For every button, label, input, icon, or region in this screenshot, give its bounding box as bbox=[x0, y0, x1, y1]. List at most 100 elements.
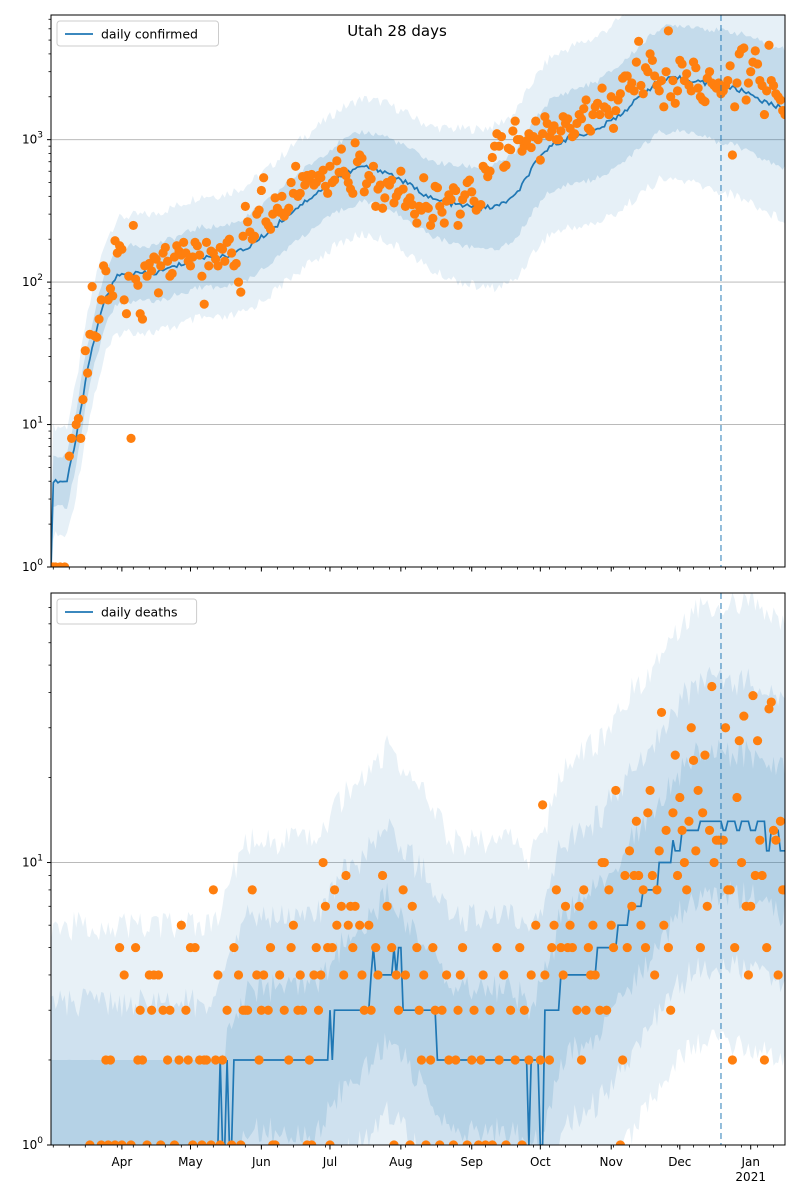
deaths-observed-point bbox=[526, 970, 536, 980]
deaths-observed-point bbox=[640, 942, 651, 953]
cases-inner-band bbox=[51, 24, 785, 567]
deaths-observed-point bbox=[700, 750, 710, 760]
cases-observed-point bbox=[595, 109, 605, 120]
cases-observed-point bbox=[398, 184, 408, 194]
cases-observed-point bbox=[236, 287, 246, 297]
deaths-observed-point bbox=[364, 920, 374, 930]
deaths-observed-point bbox=[165, 1005, 175, 1015]
cases-observed-point bbox=[615, 89, 625, 99]
deaths-observed-point bbox=[750, 870, 760, 881]
cases-observed-point bbox=[425, 220, 436, 231]
cases-observed-point bbox=[341, 170, 351, 181]
deaths-observed-point bbox=[501, 1140, 511, 1145]
cases-observed-point bbox=[501, 160, 511, 170]
deaths-observed-point bbox=[624, 846, 635, 856]
deaths-observed-point bbox=[448, 1140, 459, 1145]
deaths-observed-point bbox=[752, 736, 763, 746]
deaths-observed-point bbox=[695, 942, 705, 953]
cases-observed-point bbox=[515, 135, 525, 145]
deaths-observed-point bbox=[759, 1055, 770, 1065]
cases-observed-point bbox=[108, 291, 118, 301]
deaths-observed-point bbox=[313, 1005, 324, 1015]
deaths-observed-point bbox=[560, 901, 571, 911]
deaths-observed-point bbox=[631, 816, 641, 826]
cases-observed-point bbox=[741, 95, 751, 105]
deaths-observed-point bbox=[373, 970, 383, 980]
deaths-observed-point bbox=[558, 970, 568, 980]
deaths-observed-point bbox=[638, 885, 648, 895]
cases-observed-point bbox=[82, 368, 93, 378]
cases-observed-point bbox=[73, 414, 84, 424]
cases-observed-point bbox=[508, 126, 518, 136]
cases-observed-point bbox=[259, 173, 269, 183]
cases-observed-point bbox=[752, 59, 763, 69]
deaths-observed-point bbox=[766, 697, 776, 707]
deaths-observed-point bbox=[252, 970, 262, 980]
deaths-observed-point bbox=[768, 825, 779, 835]
deaths-observed-point bbox=[478, 970, 488, 980]
cases-observed-point bbox=[494, 141, 504, 151]
deaths-observed-point bbox=[318, 857, 328, 868]
deaths-observed-point bbox=[341, 870, 351, 881]
cases-observed-point bbox=[659, 102, 669, 112]
deaths-observed-point bbox=[382, 901, 392, 911]
cases-observed-point bbox=[576, 114, 587, 124]
deaths-observed-point bbox=[414, 1005, 424, 1015]
cases-observed-point bbox=[460, 190, 470, 200]
cases-observed-point bbox=[419, 173, 429, 183]
cases-observed-point bbox=[204, 261, 214, 271]
cases-observed-point bbox=[631, 57, 641, 67]
deaths-observed-point bbox=[679, 857, 689, 868]
cases-observed-point bbox=[762, 86, 772, 96]
deaths-observed-point bbox=[627, 901, 637, 911]
deaths-observed-point bbox=[153, 970, 164, 980]
cases-observed-point bbox=[455, 209, 465, 219]
cases-observed-point bbox=[96, 295, 106, 305]
deaths-observed-point bbox=[551, 885, 561, 895]
deaths-observed-point bbox=[702, 901, 712, 911]
deaths-observed-point bbox=[451, 1055, 461, 1065]
cases-observed-point bbox=[522, 136, 532, 146]
deaths-observed-point bbox=[684, 816, 694, 826]
deaths-observed-point bbox=[499, 970, 509, 980]
cases-observed-point bbox=[126, 433, 136, 443]
deaths-observed-point bbox=[137, 1055, 148, 1065]
cases-observed-point bbox=[668, 75, 678, 86]
cases-observed-point bbox=[307, 169, 317, 180]
deaths-observed-point bbox=[734, 736, 744, 746]
deaths-observed-point bbox=[169, 1140, 180, 1145]
deaths-observed-point bbox=[119, 970, 129, 980]
deaths-observed-point bbox=[531, 920, 541, 930]
deaths-observed-point bbox=[163, 1055, 173, 1065]
deaths-observed-point bbox=[677, 825, 687, 835]
cases-observed-point bbox=[549, 121, 559, 131]
cases-ytick-label: 102 bbox=[22, 273, 43, 289]
deaths-observed-point bbox=[672, 870, 683, 881]
deaths-observed-point bbox=[688, 755, 699, 765]
cases-observed-point bbox=[316, 173, 326, 183]
cases-observed-point bbox=[608, 123, 619, 133]
cases-observed-point bbox=[121, 309, 132, 319]
deaths-observed-point bbox=[494, 1055, 504, 1065]
cases-observed-point bbox=[243, 217, 253, 227]
cases-observed-point bbox=[661, 67, 671, 77]
deaths-observed-point bbox=[643, 808, 653, 818]
deaths-frame bbox=[50, 592, 786, 1146]
cases-observed-point bbox=[377, 203, 388, 213]
deaths-observed-point bbox=[611, 785, 621, 796]
cases-observed-point bbox=[195, 250, 205, 260]
cases-observed-point bbox=[147, 266, 157, 276]
cases-observed-point bbox=[581, 95, 591, 105]
cases-observed-point bbox=[380, 193, 390, 203]
deaths-observed-point bbox=[615, 1140, 625, 1145]
cases-observed-point bbox=[350, 138, 360, 148]
deaths-observed-point bbox=[547, 942, 557, 953]
cases-observed-point bbox=[700, 96, 710, 107]
cases-observed-point bbox=[506, 145, 516, 155]
deaths-observed-point bbox=[473, 1140, 484, 1145]
cases-observed-point bbox=[144, 258, 154, 269]
cases-observed-point bbox=[78, 394, 88, 405]
deaths-observed-point bbox=[430, 1005, 440, 1015]
deaths-observed-point bbox=[355, 920, 365, 930]
deaths-observed-point bbox=[222, 1005, 232, 1015]
